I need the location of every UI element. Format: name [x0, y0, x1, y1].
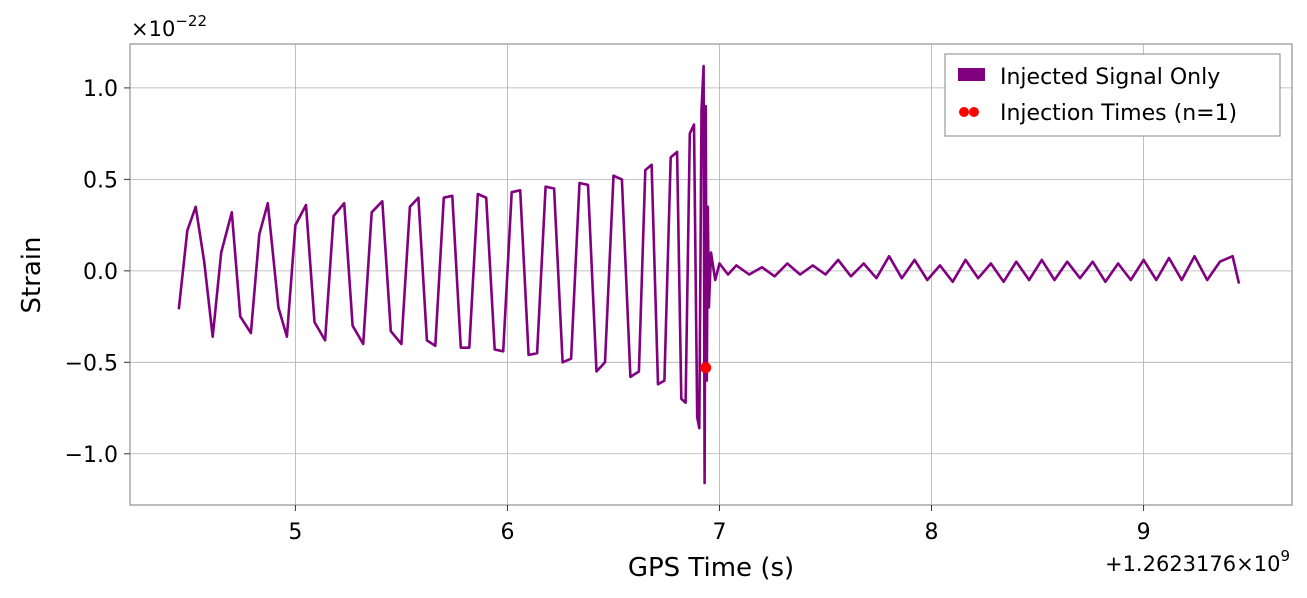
x-axis-ticks: 5 6 7 8 9 — [288, 505, 1151, 545]
y-scale-multiplier: ×10−22 — [131, 12, 207, 41]
legend-label-injections: Injection Times (n=1) — [1000, 101, 1237, 126]
y-axis-label: Strain — [17, 236, 47, 313]
legend-label-signal: Injected Signal Only — [1000, 65, 1220, 90]
x-tick-label: 7 — [712, 520, 726, 545]
x-axis-label: GPS Time (s) — [628, 553, 794, 583]
y-tick-label: 0.0 — [83, 260, 118, 285]
y-tick-label: 0.5 — [83, 168, 118, 193]
x-tick-label: 8 — [925, 520, 939, 545]
injection-time-point — [700, 362, 712, 374]
y-axis-ticks: −1.0 −0.5 0.0 0.5 1.0 — [65, 77, 130, 468]
y-scale-exponent: −22 — [175, 12, 207, 30]
series-line-group — [177, 64, 1241, 485]
y-tick-label: −0.5 — [65, 351, 118, 376]
injection-points-group — [700, 362, 712, 374]
y-tick-label: 1.0 — [83, 77, 118, 102]
legend-point-swatch-b — [969, 107, 979, 117]
series-line-injected-signal — [177, 64, 1241, 485]
x-offset-label: +1.2623176×109 — [1105, 547, 1290, 576]
x-tick-label: 9 — [1137, 520, 1151, 545]
y-scale-base: ×10 — [131, 17, 175, 41]
x-offset-exponent: 9 — [1280, 547, 1290, 565]
x-tick-label: 5 — [288, 520, 302, 545]
legend-point-swatch-a — [959, 107, 969, 117]
x-tick-label: 6 — [500, 520, 514, 545]
legend-line-swatch — [958, 68, 985, 81]
x-offset-base: +1.2623176×10 — [1105, 552, 1280, 576]
y-tick-label: −1.0 — [65, 443, 118, 468]
plot-frame — [129, 43, 1293, 506]
legend: Injected Signal Only Injection Times (n=… — [944, 53, 1281, 137]
legend-box — [944, 53, 1281, 137]
